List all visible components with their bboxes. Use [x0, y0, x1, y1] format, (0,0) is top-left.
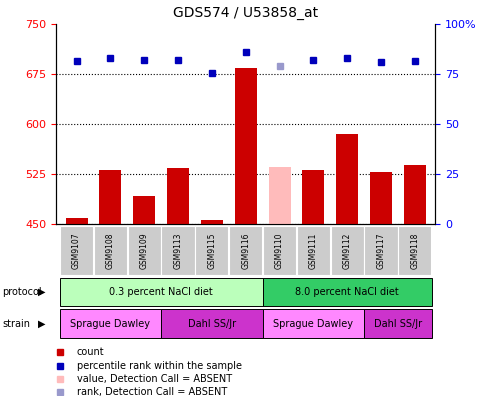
Text: percentile rank within the sample: percentile rank within the sample [77, 360, 242, 371]
Bar [364, 226, 397, 275]
Bar [161, 226, 194, 275]
Bar [65, 219, 87, 224]
Text: strain: strain [2, 319, 30, 329]
Bar [364, 310, 431, 338]
Text: ▶: ▶ [38, 319, 45, 329]
Bar [127, 226, 161, 275]
Text: GSM9118: GSM9118 [409, 232, 419, 268]
Text: GSM9108: GSM9108 [106, 232, 115, 269]
Text: ▶: ▶ [38, 287, 45, 297]
Text: Dahl SS/Jr: Dahl SS/Jr [373, 319, 421, 329]
Text: GSM9107: GSM9107 [72, 232, 81, 269]
Text: protocol: protocol [2, 287, 42, 297]
Bar [94, 226, 127, 275]
Text: GSM9117: GSM9117 [376, 232, 385, 269]
Bar [229, 226, 262, 275]
Bar [398, 226, 430, 275]
Text: 8.0 percent NaCl diet: 8.0 percent NaCl diet [295, 287, 398, 297]
Bar [167, 168, 189, 224]
Text: GSM9113: GSM9113 [173, 232, 182, 269]
Bar [262, 310, 364, 338]
Bar [60, 310, 161, 338]
Text: Dahl SS/Jr: Dahl SS/Jr [187, 319, 236, 329]
Bar [302, 170, 324, 224]
Bar [403, 165, 425, 224]
Text: rank, Detection Call = ABSENT: rank, Detection Call = ABSENT [77, 387, 226, 396]
Bar [369, 172, 391, 224]
Text: GSM9110: GSM9110 [274, 232, 284, 269]
Text: Sprague Dawley: Sprague Dawley [273, 319, 353, 329]
Text: count: count [77, 347, 104, 357]
Text: Sprague Dawley: Sprague Dawley [70, 319, 150, 329]
Text: 0.3 percent NaCl diet: 0.3 percent NaCl diet [109, 287, 213, 297]
Text: GSM9116: GSM9116 [241, 232, 250, 269]
Bar [263, 226, 296, 275]
Text: GSM9111: GSM9111 [308, 232, 317, 268]
Text: GSM9115: GSM9115 [207, 232, 216, 269]
Title: GDS574 / U53858_at: GDS574 / U53858_at [173, 6, 318, 20]
Bar [296, 226, 329, 275]
Bar [336, 134, 358, 224]
Text: value, Detection Call = ABSENT: value, Detection Call = ABSENT [77, 374, 231, 384]
Text: GSM9112: GSM9112 [342, 232, 351, 268]
Bar [133, 196, 155, 224]
Bar [99, 170, 121, 224]
Bar [161, 310, 262, 338]
Bar [195, 226, 228, 275]
Bar [262, 278, 431, 307]
Bar [330, 226, 363, 275]
Bar [268, 167, 290, 224]
Bar [60, 226, 93, 275]
Bar [234, 69, 256, 224]
Bar [60, 278, 262, 307]
Text: GSM9109: GSM9109 [140, 232, 148, 269]
Bar [201, 221, 223, 224]
